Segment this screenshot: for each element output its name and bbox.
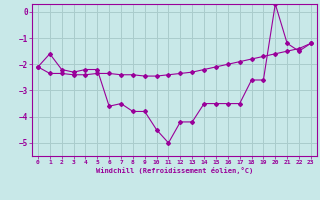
X-axis label: Windchill (Refroidissement éolien,°C): Windchill (Refroidissement éolien,°C) (96, 167, 253, 174)
